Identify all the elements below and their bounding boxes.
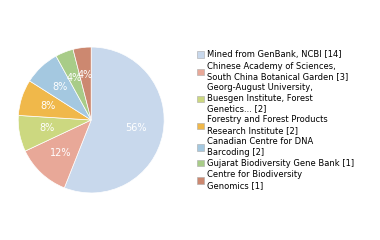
Wedge shape bbox=[73, 47, 91, 120]
Legend: Mined from GenBank, NCBI [14], Chinese Academy of Sciences,
South China Botanica: Mined from GenBank, NCBI [14], Chinese A… bbox=[197, 50, 354, 190]
Text: 4%: 4% bbox=[78, 70, 93, 80]
Wedge shape bbox=[18, 115, 91, 151]
Wedge shape bbox=[18, 81, 91, 120]
Text: 8%: 8% bbox=[52, 82, 68, 92]
Text: 56%: 56% bbox=[125, 123, 146, 133]
Text: 12%: 12% bbox=[49, 148, 71, 158]
Wedge shape bbox=[56, 49, 91, 120]
Wedge shape bbox=[30, 56, 91, 120]
Wedge shape bbox=[25, 120, 91, 188]
Text: 8%: 8% bbox=[41, 101, 56, 111]
Text: 8%: 8% bbox=[39, 123, 54, 133]
Text: 4%: 4% bbox=[67, 73, 82, 83]
Wedge shape bbox=[64, 47, 164, 193]
